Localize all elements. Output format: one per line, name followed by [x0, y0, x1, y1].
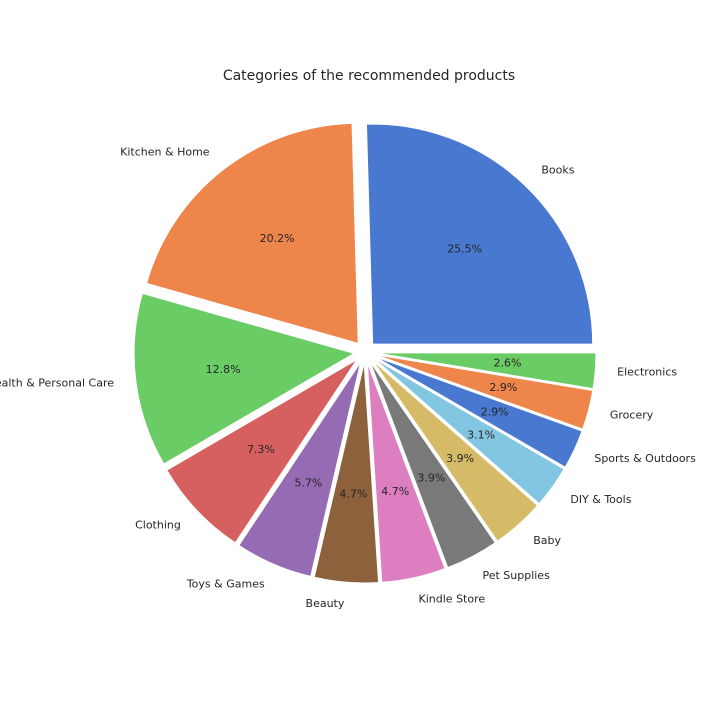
label-electronics: Electronics	[617, 366, 677, 379]
slice-diy-and-tools	[373, 357, 565, 505]
slice-baby	[371, 359, 539, 542]
pct-pet-supplies: 3.9%	[417, 472, 445, 485]
label-kitchen-and-home: Kitchen & Home	[120, 145, 210, 158]
chart-title: Categories of the recommended products	[223, 68, 515, 84]
label-books: Books	[541, 164, 574, 177]
label-diy-and-tools: DIY & Tools	[570, 493, 631, 506]
label-beauty: Beauty	[306, 597, 345, 610]
pct-clothing: 7.3%	[247, 443, 275, 456]
slice-sports-and-outdoors	[374, 356, 583, 468]
slice-toys-and-games	[238, 361, 362, 577]
slice-kindle-store	[366, 362, 446, 583]
pct-baby: 3.9%	[446, 452, 474, 465]
label-grocery: Grocery	[610, 409, 654, 422]
label-health-and-personal-care: Health & Personal Care	[0, 377, 114, 390]
pie-slices	[133, 122, 597, 584]
slice-kitchen-and-home	[145, 122, 359, 344]
label-kindle-store: Kindle Store	[419, 592, 486, 605]
pct-grocery: 2.9%	[489, 381, 517, 394]
pct-health-and-personal-care: 12.8%	[206, 363, 241, 376]
pie-labels: Books 25.5% Kitchen & Home 20.2% Health & Pe…	[0, 145, 696, 610]
pct-beauty: 4.7%	[339, 488, 367, 501]
slice-clothing	[166, 359, 358, 544]
slice-grocery	[375, 354, 594, 430]
pct-diy-and-tools: 3.1%	[467, 429, 495, 442]
slice-health-and-personal-care	[133, 292, 356, 465]
label-toys-and-games: Toys & Games	[186, 577, 265, 590]
label-pet-supplies: Pet Supplies	[482, 569, 550, 582]
label-sports-and-outdoors: Sports & Outdoors	[594, 452, 696, 465]
slice-electronics	[375, 352, 597, 390]
label-clothing: Clothing	[135, 518, 181, 531]
pct-sports-and-outdoors: 2.9%	[481, 405, 509, 418]
slice-books	[365, 123, 594, 345]
label-baby: Baby	[533, 534, 561, 547]
slice-pet-supplies	[369, 361, 496, 569]
pct-toys-and-games: 5.7%	[294, 476, 322, 489]
pct-kitchen-and-home: 20.2%	[260, 232, 295, 245]
pct-kindle-store: 4.7%	[381, 485, 409, 498]
slice-beauty	[313, 362, 380, 584]
pct-electronics: 2.6%	[494, 357, 522, 370]
pct-books: 25.5%	[447, 242, 482, 255]
